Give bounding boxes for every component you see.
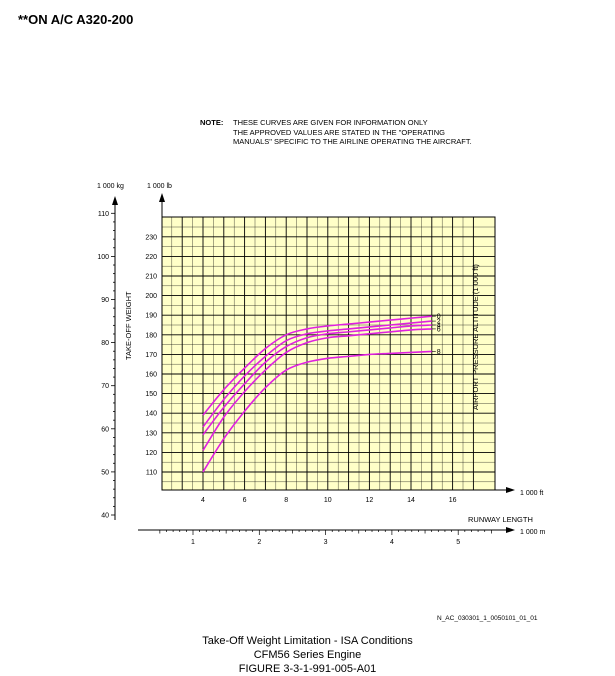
curve-label-2: 2 [437, 319, 441, 326]
note-line-3: MANUALS" SPECIFIC TO THE AIRLINE OPERATI… [233, 137, 472, 146]
caption-figure: FIGURE 3-3-1-991-005-A01 [238, 663, 377, 675]
lb-tick-label: 190 [145, 313, 157, 320]
lb-tick-label: 120 [145, 450, 157, 457]
lb-tick-label: 210 [145, 274, 157, 281]
curve-label-4: 4 [437, 323, 441, 330]
m-tick-label: 5 [456, 539, 460, 546]
kg-unit-label: 1 000 kg [97, 183, 124, 190]
caption-title: Take-Off Weight Limitation - ISA Conditi… [202, 635, 413, 647]
lb-tick-label: 200 [145, 293, 157, 300]
altitude-curve-0 [202, 315, 432, 416]
ft-tick-label: 14 [407, 497, 415, 504]
ft-axis-arrowhead [506, 487, 515, 493]
lb-tick-label: 220 [145, 254, 157, 261]
figure-reference: N_AC_030301_1_0050101_01_01 [437, 615, 538, 622]
m-tick-label: 1 [191, 539, 195, 546]
lb-unit-label: 1 000 lb [147, 183, 172, 190]
altitude-axis-title: AIRPORT PRESSURE ALTITUDE (1 000 ft) [471, 264, 480, 410]
m-tick-label: 2 [257, 539, 261, 546]
kg-axis-arrowhead [112, 196, 118, 205]
ft-tick-label: 16 [449, 497, 457, 504]
m-unit-label: 1 000 m [520, 529, 545, 536]
ft-tick-label: 12 [366, 497, 374, 504]
plot-frame [161, 216, 496, 491]
caption-engine: CFM56 Series Engine [253, 649, 362, 661]
aircraft-header: **ON A/C A320-200 [18, 12, 134, 27]
curve-label-8: 8 [437, 349, 441, 356]
y-axis-title: TAKE-OFF WEIGHT [124, 291, 133, 360]
ft-tick-label: 4 [201, 497, 205, 504]
kg-tick-label: 40 [101, 513, 109, 520]
m-axis-arrowhead [506, 527, 515, 533]
lb-tick-label: 110 [146, 470, 157, 477]
m-tick-label: 4 [390, 539, 394, 546]
altitude-curve-8 [202, 350, 432, 473]
ft-tick-label: 6 [243, 497, 247, 504]
altitude-curve-2 [202, 320, 432, 428]
major-gridlines [162, 217, 495, 490]
kg-tick-label: 60 [101, 426, 109, 433]
curve-label-6: 6 [437, 326, 441, 333]
lb-tick-label: 160 [145, 372, 157, 379]
lb-tick-label: 170 [145, 352, 157, 359]
axis-labels: 1 000 kg 1 000 lb TAKE-OFF WEIGHT AIRPOR… [97, 183, 545, 536]
figure-caption: Take-Off Weight Limitation - ISA Conditi… [0, 634, 615, 676]
plot-area [162, 217, 495, 490]
ft-unit-label: 1 000 ft [520, 490, 543, 497]
curve-label-0: 0 [437, 314, 441, 321]
kg-tick-label: 80 [101, 340, 109, 347]
kg-tick-label: 90 [101, 297, 109, 304]
lb-axis-arrowhead [159, 193, 165, 202]
lb-tick-label: 230 [145, 234, 157, 241]
lb-tick-label: 150 [145, 391, 157, 398]
altitude-curve-6 [202, 328, 432, 451]
lb-tick-label: 140 [145, 411, 157, 418]
kg-tick-label: 50 [101, 469, 109, 476]
x-axis-title: RUNWAY LENGTH [468, 515, 533, 524]
kg-tick-label: 70 [101, 383, 109, 390]
note-line-2: THE APPROVED VALUES ARE STATED IN THE "O… [233, 127, 446, 137]
kg-tick-label: 110 [98, 211, 109, 218]
ft-tick-label: 10 [324, 497, 332, 504]
m-tick-label: 3 [324, 539, 328, 546]
axes [111, 193, 515, 535]
ft-tick-label: 8 [284, 497, 288, 504]
lb-tick-label: 130 [145, 430, 157, 437]
note-label: NOTE: [200, 118, 224, 127]
lb-tick-label: 180 [145, 332, 157, 339]
altitude-curve-4 [202, 324, 432, 436]
information-note: NOTE: THESE CURVES ARE GIVEN FOR INFORMA… [200, 118, 472, 146]
note-line-1: THESE CURVES ARE GIVEN FOR INFORMATION O… [233, 118, 428, 127]
kg-tick-label: 100 [97, 254, 109, 261]
